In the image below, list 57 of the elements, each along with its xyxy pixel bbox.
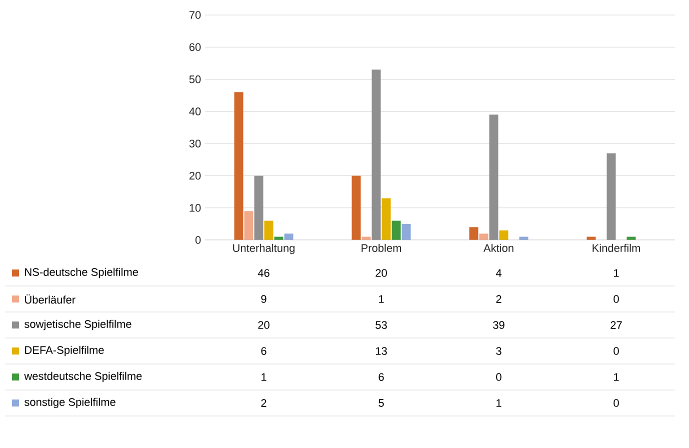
- data-label: 6: [261, 347, 266, 355]
- bar: [284, 234, 294, 240]
- y-tick-label: 50: [189, 75, 201, 84]
- data-label: 0: [614, 347, 619, 355]
- y-tick-label: 10: [190, 204, 201, 212]
- data-label: 5: [378, 399, 384, 407]
- data-label: 20: [376, 269, 387, 277]
- data-label: 20: [258, 321, 270, 329]
- bar: [352, 176, 361, 240]
- y-tick-label: 60: [189, 43, 201, 52]
- bar: [479, 234, 488, 240]
- x-tick-label: Problem: [362, 244, 401, 252]
- data-label: 1: [379, 295, 384, 303]
- bar: [372, 70, 381, 240]
- x-tick-label: Kinderfilm: [592, 244, 640, 252]
- data-label: 1: [614, 373, 619, 381]
- bar: [244, 211, 254, 240]
- data-label: 2: [496, 295, 502, 303]
- bar: [489, 114, 498, 240]
- bar: [264, 220, 274, 240]
- data-label: 46: [258, 269, 270, 277]
- bar: [234, 92, 244, 240]
- bar: [254, 176, 264, 240]
- y-tick-label: 70: [189, 11, 201, 19]
- legend-label: DEFA-Spielfilme: [25, 346, 104, 356]
- data-label: 1: [614, 269, 619, 277]
- data-label: 27: [610, 321, 622, 329]
- bar: [499, 230, 508, 240]
- data-label: 1: [262, 373, 266, 381]
- data-label: 0: [496, 373, 502, 381]
- y-tick-label: 40: [189, 108, 201, 116]
- data-label: 0: [614, 399, 619, 407]
- bar: [382, 198, 391, 240]
- y-tick-label: 20: [189, 172, 201, 180]
- data-label: 1: [496, 399, 502, 407]
- bar: [402, 224, 411, 240]
- legend-label: Überläufer: [25, 294, 76, 304]
- data-label: 39: [493, 321, 504, 329]
- data-label: 0: [614, 295, 619, 303]
- legend-label: NS-deutsche Spielfilme: [25, 268, 138, 278]
- data-label: 53: [376, 321, 387, 329]
- data-label: 13: [376, 347, 387, 355]
- y-tick-label: 0: [195, 236, 201, 244]
- data-label: 9: [261, 295, 266, 303]
- legend-label: sowjetische Spielfilme: [24, 320, 132, 330]
- bar: [606, 153, 616, 240]
- x-tick-label: Unterhaltung: [233, 244, 295, 254]
- data-label: 3: [496, 347, 502, 355]
- x-tick-label: Aktion: [483, 244, 514, 252]
- bar: [469, 227, 478, 240]
- data-label: 2: [261, 399, 266, 407]
- legend-label: westdeutsche Spielfilme: [24, 372, 142, 382]
- y-tick-label: 30: [189, 140, 201, 148]
- legend-label: sonstige Spielfilme: [24, 398, 116, 408]
- bar: [392, 220, 401, 240]
- data-label: 6: [378, 373, 384, 381]
- data-label: 4: [496, 269, 502, 277]
